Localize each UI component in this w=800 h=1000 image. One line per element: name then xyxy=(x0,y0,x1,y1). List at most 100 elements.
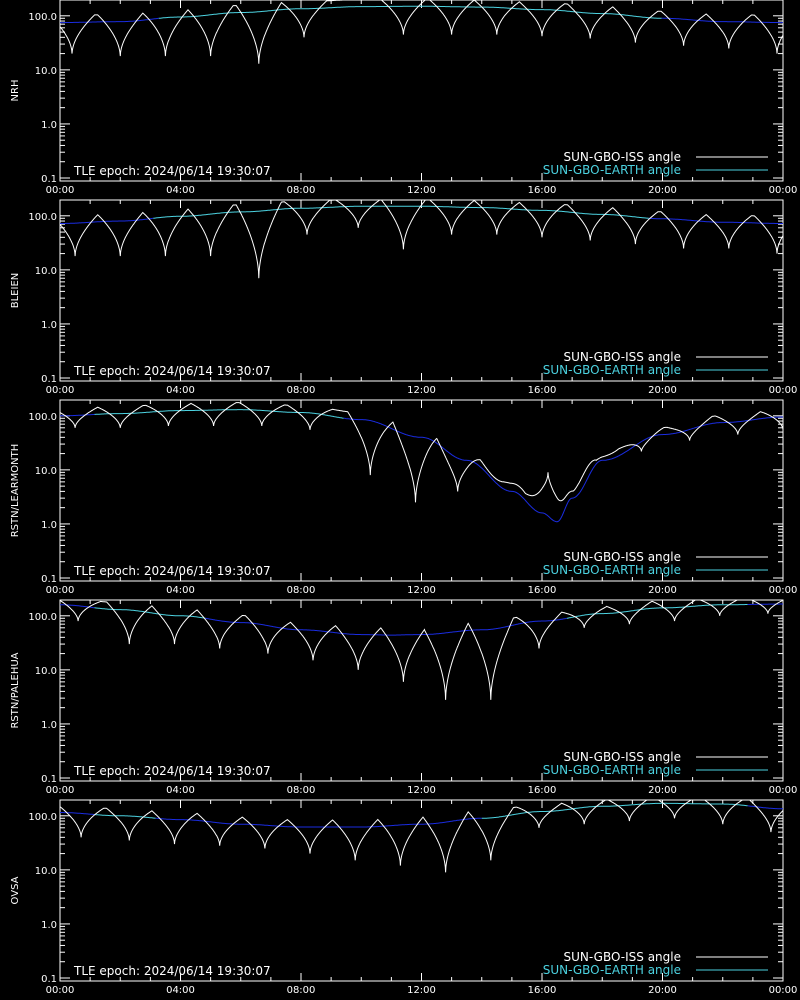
earth-angle-line xyxy=(155,817,482,828)
earth-angle-series xyxy=(60,409,783,523)
x-tick-label: 08:00 xyxy=(287,785,316,796)
y-axis-label: NRH xyxy=(10,80,21,102)
legend-label-iss: SUN-GBO-ISS angle xyxy=(564,550,681,564)
x-tick-label: 20:00 xyxy=(648,785,677,796)
y-tick-label: 1.0 xyxy=(41,320,57,331)
tle-epoch-annotation: TLE epoch: 2024/06/14 19:30:07 xyxy=(73,764,271,778)
x-tick-label: 20:00 xyxy=(648,985,677,996)
earth-angle-line xyxy=(343,416,783,523)
earth-angle-line xyxy=(60,17,159,24)
x-tick-label: 00:00 xyxy=(769,585,798,596)
earth-angle-line xyxy=(94,814,156,819)
tle-epoch-annotation: TLE epoch: 2024/06/14 19:30:07 xyxy=(73,164,271,178)
x-tick-label: 12:00 xyxy=(407,985,436,996)
y-tick-label: 0.1 xyxy=(41,174,57,185)
earth-angle-line xyxy=(153,205,649,219)
earth-angle-line xyxy=(566,604,748,619)
legend-label-iss: SUN-GBO-ISS angle xyxy=(564,950,681,964)
iss-angle-series xyxy=(60,600,783,700)
legend-label-iss: SUN-GBO-ISS angle xyxy=(564,150,681,164)
legend-label-iss: SUN-GBO-ISS angle xyxy=(564,350,681,364)
legend-label-iss: SUN-GBO-ISS angle xyxy=(564,750,681,764)
y-tick-label: 10.0 xyxy=(35,466,57,477)
iss-angle-line xyxy=(60,402,783,503)
x-tick-label: 08:00 xyxy=(287,985,316,996)
tle-epoch-annotation: TLE epoch: 2024/06/14 19:30:07 xyxy=(73,364,271,378)
y-tick-label: 1.0 xyxy=(41,120,57,131)
y-tick-label: 1.0 xyxy=(41,920,57,931)
y-tick-label: 100.0 xyxy=(28,212,57,223)
iss-angle-line xyxy=(60,200,783,279)
x-tick-label: 04:00 xyxy=(166,985,195,996)
x-tick-label: 20:00 xyxy=(648,185,677,196)
iss-angle-line xyxy=(60,800,783,873)
earth-angle-line xyxy=(661,17,783,24)
x-tick-label: 12:00 xyxy=(407,585,436,596)
y-tick-label: 1.0 xyxy=(41,520,57,531)
x-tick-label: 00:00 xyxy=(46,585,75,596)
x-tick-label: 12:00 xyxy=(407,385,436,396)
y-tick-label: 10.0 xyxy=(35,866,57,877)
earth-angle-line xyxy=(747,805,783,810)
x-tick-label: 12:00 xyxy=(407,185,436,196)
x-tick-label: 16:00 xyxy=(528,985,557,996)
earth-angle-series xyxy=(60,5,783,24)
y-axis-label: RSTN/LEARMONTH xyxy=(10,444,21,538)
x-tick-label: 00:00 xyxy=(769,185,798,196)
y-tick-label: 0.1 xyxy=(41,974,57,985)
y-axis-label: BLEIEN xyxy=(10,273,21,309)
x-tick-label: 00:00 xyxy=(46,785,75,796)
legend-label-earth: SUN-GBO-EARTH angle xyxy=(543,963,681,977)
y-tick-label: 0.1 xyxy=(41,574,57,585)
earth-angle-line xyxy=(94,409,344,419)
earth-angle-line xyxy=(158,5,662,19)
earth-angle-line xyxy=(60,812,95,815)
tle-epoch-annotation: TLE epoch: 2024/06/14 19:30:07 xyxy=(73,564,271,578)
earth-angle-line xyxy=(648,217,783,224)
y-tick-label: 10.0 xyxy=(35,666,57,677)
earth-angle-line xyxy=(60,217,154,224)
x-tick-label: 16:00 xyxy=(528,185,557,196)
x-tick-label: 16:00 xyxy=(528,385,557,396)
legend-label-earth: SUN-GBO-EARTH angle xyxy=(543,163,681,177)
y-tick-label: 1.0 xyxy=(41,720,57,731)
x-tick-label: 04:00 xyxy=(166,785,195,796)
y-tick-label: 0.1 xyxy=(41,374,57,385)
iss-angle-series xyxy=(60,800,783,873)
iss-angle-line xyxy=(60,600,783,700)
x-tick-label: 08:00 xyxy=(287,385,316,396)
x-tick-label: 00:00 xyxy=(769,785,798,796)
x-tick-label: 00:00 xyxy=(769,985,798,996)
x-tick-label: 12:00 xyxy=(407,785,436,796)
iss-angle-series xyxy=(60,0,783,64)
iss-angle-series xyxy=(60,402,783,503)
iss-angle-series xyxy=(60,200,783,279)
earth-angle-line xyxy=(481,802,748,819)
x-tick-label: 00:00 xyxy=(769,385,798,396)
y-tick-label: 100.0 xyxy=(28,612,57,623)
y-tick-label: 100.0 xyxy=(28,412,57,423)
y-tick-label: 10.0 xyxy=(35,66,57,77)
tle-epoch-annotation: TLE epoch: 2024/06/14 19:30:07 xyxy=(73,964,271,978)
earth-angle-line xyxy=(747,603,783,605)
legend-label-earth: SUN-GBO-EARTH angle xyxy=(543,763,681,777)
x-tick-label: 08:00 xyxy=(287,185,316,196)
x-tick-label: 00:00 xyxy=(46,985,75,996)
iss-angle-line xyxy=(60,0,783,64)
legend-label-earth: SUN-GBO-EARTH angle xyxy=(543,363,681,377)
x-tick-label: 04:00 xyxy=(166,185,195,196)
x-tick-label: 20:00 xyxy=(648,585,677,596)
x-tick-label: 16:00 xyxy=(528,785,557,796)
earth-angle-series xyxy=(60,802,783,828)
y-axis-label: RSTN/PALEHUA xyxy=(10,652,21,728)
y-axis-label: OVSA xyxy=(10,876,21,904)
x-tick-label: 08:00 xyxy=(287,585,316,596)
